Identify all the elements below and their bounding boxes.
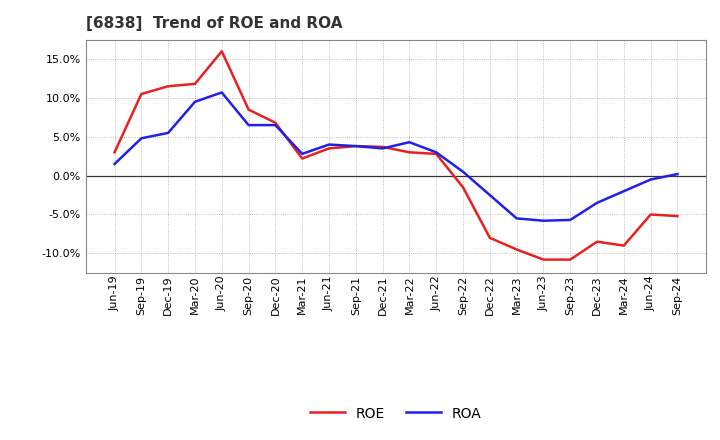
- ROE: [485, 235, 494, 240]
- ROA: [298, 151, 307, 157]
- ROE: [513, 247, 521, 252]
- ROA: [566, 217, 575, 223]
- ROA: [513, 216, 521, 221]
- ROA: [271, 122, 279, 128]
- ROA: [539, 218, 548, 224]
- ROE: [271, 120, 279, 125]
- ROE: [298, 156, 307, 161]
- ROE: [619, 243, 628, 248]
- ROA: [459, 169, 467, 174]
- ROA: [432, 150, 441, 155]
- ROE: [459, 185, 467, 190]
- Text: [6838]  Trend of ROE and ROA: [6838] Trend of ROE and ROA: [86, 16, 343, 32]
- ROE: [539, 257, 548, 262]
- ROA: [137, 136, 145, 141]
- ROE: [405, 150, 414, 155]
- ROA: [110, 161, 119, 167]
- ROE: [244, 107, 253, 112]
- ROE: [217, 48, 226, 54]
- ROA: [593, 200, 601, 205]
- ROE: [325, 146, 333, 151]
- ROE: [593, 239, 601, 244]
- ROA: [405, 139, 414, 145]
- ROE: [164, 84, 173, 89]
- ROE: [647, 212, 655, 217]
- ROA: [378, 146, 387, 151]
- ROA: [485, 192, 494, 198]
- ROA: [191, 99, 199, 104]
- ROA: [647, 177, 655, 182]
- ROE: [566, 257, 575, 262]
- ROE: [351, 143, 360, 149]
- ROA: [673, 172, 682, 177]
- ROA: [217, 90, 226, 95]
- ROA: [619, 188, 628, 194]
- ROA: [244, 122, 253, 128]
- ROE: [191, 81, 199, 87]
- ROE: [378, 144, 387, 150]
- Legend: ROE, ROA: ROE, ROA: [305, 401, 487, 426]
- ROA: [351, 143, 360, 149]
- Line: ROE: ROE: [114, 51, 678, 260]
- ROE: [432, 151, 441, 157]
- ROA: [164, 130, 173, 136]
- Line: ROA: ROA: [114, 92, 678, 221]
- ROE: [110, 150, 119, 155]
- ROE: [137, 92, 145, 97]
- ROA: [325, 142, 333, 147]
- ROE: [673, 213, 682, 219]
